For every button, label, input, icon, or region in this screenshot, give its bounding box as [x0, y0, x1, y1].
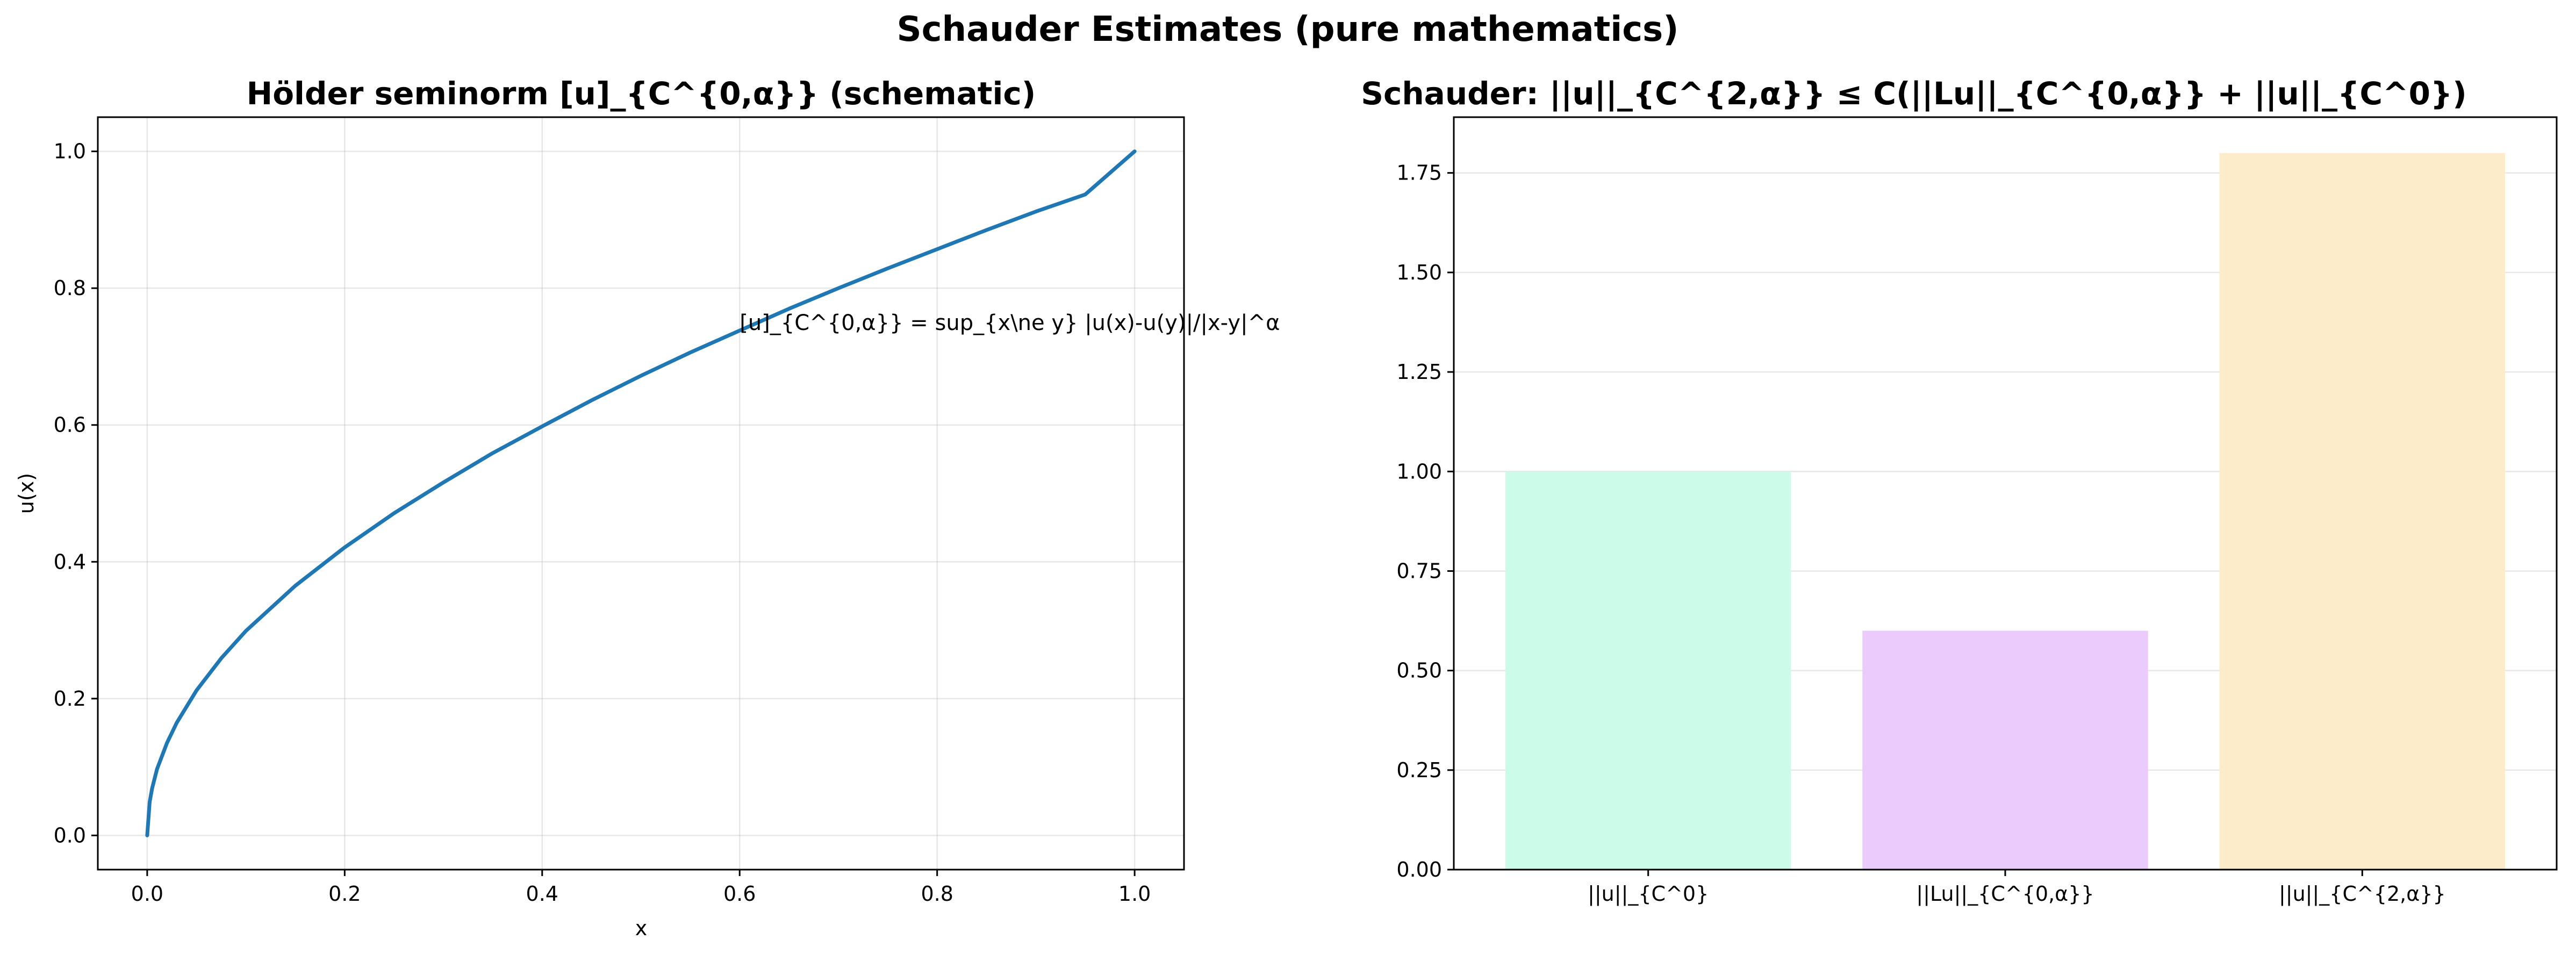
- left-y-tick-label: 1.0: [54, 140, 86, 163]
- left-y-tick-label: 0.0: [54, 823, 86, 847]
- left-x-tick-label: 0.2: [328, 882, 361, 906]
- left-y-tick-label: 0.8: [54, 276, 86, 300]
- right-bar-layer: [1505, 153, 2506, 870]
- bar: [2219, 153, 2506, 870]
- left-x-tick-label: 0.6: [723, 882, 756, 906]
- right-y-tick-label: 0.50: [1396, 659, 1442, 683]
- right-y-tick-label: 1.25: [1396, 360, 1442, 384]
- holder-curve-line: [145, 149, 1137, 837]
- right-y-tick-label: 1.00: [1396, 460, 1442, 483]
- right-ticks: 0.00 0.25 0.50 0.75 1.00 1.25 1.50 1.75 ||u||_{C…: [1396, 161, 2445, 906]
- left-x-tick-label: 1.0: [1118, 882, 1151, 906]
- schauder-bar-chart: Schauder: ||u||_{C^{2,α}} ≤ C(||Lu||_{C^…: [1361, 75, 2558, 906]
- left-ticks: 0.0 0.2 0.4 0.6 0.8 1.0 0.0 0.2 0.4 0.6 0.8 1.0: [54, 140, 1151, 906]
- right-x-tick-label: ||Lu||_{C^{0,α}}: [1916, 882, 2094, 906]
- left-y-tick-label: 0.2: [54, 687, 86, 711]
- figure-suptitle: Schauder Estimates (pure mathematics): [897, 10, 1679, 49]
- left-annotation-layer: [u]_{C^{0,α}} = sup_{x\ne y} |u(x)-u(y)|…: [740, 311, 1280, 335]
- right-chart-title: Schauder: ||u||_{C^{2,α}} ≤ C(||Lu||_{C^…: [1361, 75, 2467, 112]
- bar: [1862, 630, 2148, 870]
- left-chart-title: Hölder seminorm [u]_{C^{0,α}} (schematic…: [247, 75, 1036, 112]
- right-x-tick-label: ||u||_{C^{2,α}}: [2279, 882, 2446, 906]
- left-x-tick-label: 0.8: [921, 882, 953, 906]
- left-x-tick-label: 0.0: [131, 882, 163, 906]
- left-x-axis-label: x: [635, 916, 648, 940]
- left-y-tick-label: 0.4: [54, 550, 86, 573]
- right-y-tick-label: 0.00: [1396, 858, 1442, 881]
- holder-seminorm-chart: Hölder seminorm [u]_{C^{0,α}} (schematic…: [15, 75, 1280, 940]
- left-x-tick-label: 0.4: [526, 882, 558, 906]
- left-y-tick-label: 0.6: [54, 413, 86, 437]
- right-y-tick-label: 0.25: [1396, 758, 1442, 782]
- right-y-tick-label: 1.75: [1396, 161, 1442, 185]
- left-grid: [98, 117, 1184, 870]
- holder-formula-annotation: [u]_{C^{0,α}} = sup_{x\ne y} |u(x)-u(y)|…: [740, 311, 1280, 335]
- left-axes-frame: [97, 116, 1185, 871]
- bar: [1505, 471, 1791, 870]
- left-series-layer: [145, 149, 1137, 837]
- right-x-tick-label: ||u||_{C^0}: [1588, 882, 1709, 906]
- right-y-tick-label: 1.50: [1396, 261, 1442, 284]
- left-y-axis-label: u(x): [15, 473, 38, 514]
- right-y-tick-label: 0.75: [1396, 559, 1442, 583]
